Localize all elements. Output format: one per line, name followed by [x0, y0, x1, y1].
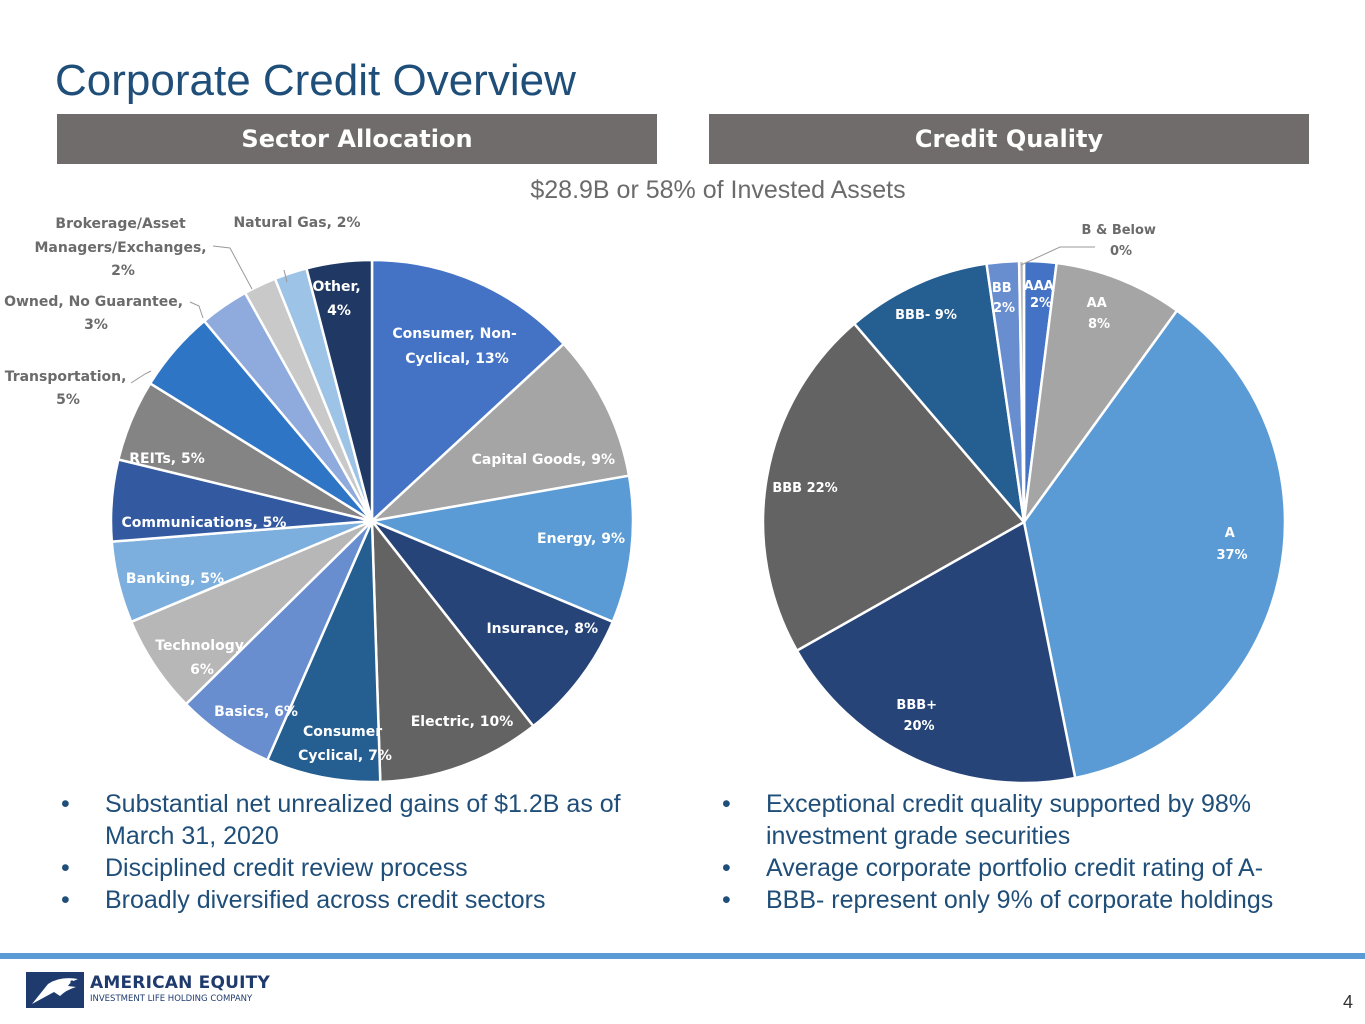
logo-tagline: INVESTMENT LIFE HOLDING COMPANY: [90, 994, 253, 1004]
bullet-item: Average corporate portfolio credit ratin…: [718, 852, 1348, 884]
eagle-logo-icon: [26, 972, 84, 1008]
bullet-item: Substantial net unrealized gains of $1.2…: [57, 788, 657, 852]
leader-lines: [130, 245, 1095, 384]
invested-assets-subtitle: $28.9B or 58% of Invested Assets: [0, 176, 1365, 205]
logo-name: AMERICAN EQUITY: [90, 973, 270, 993]
leader-line-natural-gas: [283, 269, 288, 283]
sector-slice-other: [304, 258, 374, 522]
invested-assets-text: $28.9B or 58% of Invested Assets: [530, 176, 906, 204]
quality-label-bb: BB 2%: [992, 281, 1016, 316]
sector-slice-insurance: [368, 517, 615, 728]
sector-labels: Consumer, Non- Cyclical, 13% Capital Goo…: [4, 215, 625, 764]
sector-label-reits: REITs, 5%: [129, 451, 205, 467]
bullet-item: Disciplined credit review process: [57, 852, 657, 884]
sector-slice-electric: [370, 517, 536, 784]
page-title: Corporate Credit Overview: [55, 56, 576, 105]
sector-label-banking: Banking, 5%: [126, 571, 224, 587]
bullet-item: BBB- represent only 9% of corporate hold…: [718, 884, 1348, 916]
leader-line-b-below: [1020, 246, 1095, 266]
quality-bullets: Exceptional credit quality supported by …: [718, 788, 1348, 916]
sector-label-capital-goods: Capital Goods, 9%: [472, 452, 615, 468]
quality-slice-bbb: [761, 321, 1026, 653]
quality-slice-bbb: [795, 520, 1077, 785]
sector-slice-capital-goods: [368, 342, 631, 523]
sector-label-owned-no-guarantee: Owned, No Guarantee, 3%: [4, 294, 188, 333]
leader-line-transportation: [130, 370, 152, 384]
sector-label-consumer-non-cyclical: Consumer, Non- Cyclical, 13%: [392, 326, 521, 367]
sector-allocation-header: Sector Allocation: [57, 114, 657, 164]
quality-label-bbb-plus: BBB+ 20%: [896, 698, 941, 734]
sector-label-brokerage: Brokerage/Asset Managers/Exchanges, 2%: [35, 216, 212, 279]
sector-label-technology: Technology 6%: [155, 638, 248, 678]
sector-label-transportation: Transportation, 5%: [5, 369, 132, 408]
credit-quality-pie: [761, 259, 1287, 785]
sector-label-insurance: Insurance, 8%: [486, 621, 598, 637]
bullet-item: Exceptional credit quality supported by …: [718, 788, 1348, 852]
sector-slice-consumer-cyclical: [265, 520, 382, 784]
quality-label-a: A 37%: [1216, 526, 1247, 563]
credit-quality-header: Credit Quality: [709, 114, 1309, 164]
quality-slice-a: [1022, 308, 1287, 780]
sector-label-basics: Basics, 6%: [214, 704, 298, 720]
quality-label-aaa: AAA 2%: [1024, 279, 1059, 311]
sector-slice-consumer-non-cyclical: [370, 258, 566, 524]
quality-slice-bbb: [852, 262, 1026, 527]
quality-label-aa: AA 8%: [1087, 296, 1112, 332]
sector-label-electric: Electric, 10%: [411, 714, 514, 730]
quality-label-bbb: BBB 22%: [772, 481, 837, 496]
sector-label-consumer-cyclical: Consumer Cyclical, 7%: [298, 724, 392, 764]
page-number: 4: [1342, 992, 1353, 1012]
pie-charts: Consumer, Non- Cyclical, 13% Capital Goo…: [4, 215, 1287, 785]
sector-label-other: Other, 4%: [312, 279, 365, 319]
sector-label-natural-gas: Natural Gas, 2%: [233, 215, 360, 231]
quality-label-bbb-minus: BBB- 9%: [895, 308, 957, 323]
footer-divider: [0, 953, 1365, 959]
quality-label-b-below: B & Below 0%: [1082, 223, 1161, 259]
quality-slice-aa: [1022, 261, 1179, 523]
quality-slice-b-below: [1017, 259, 1026, 523]
sector-pie: [109, 258, 635, 784]
company-logo: AMERICAN EQUITY INVESTMENT LIFE HOLDING …: [26, 970, 276, 1010]
quality-labels: AAA 2% AA 8% A 37% BBB+ 20% BBB 22% BBB-…: [772, 223, 1247, 734]
leader-line-brokerage: [212, 245, 253, 290]
sector-bullets: Substantial net unrealized gains of $1.2…: [57, 788, 657, 916]
sector-slice-energy: [367, 474, 635, 624]
leader-line-owned: [189, 301, 204, 319]
sector-label-energy: Energy, 9%: [537, 531, 625, 547]
bullet-item: Broadly diversified across credit sector…: [57, 884, 657, 916]
sector-label-communications: Communications, 5%: [122, 515, 287, 531]
